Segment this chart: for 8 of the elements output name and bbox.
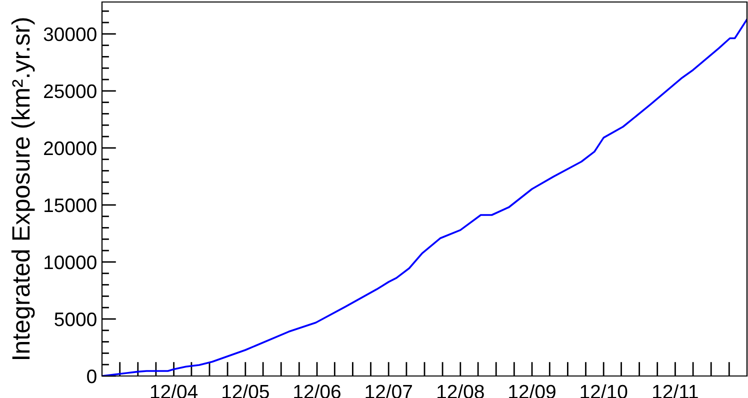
y-tick-label: 30000 [44,27,96,42]
y-tick-label: 10000 [44,255,96,270]
y-tick-label: 5000 [54,312,96,326]
y-tick-label: 25000 [44,84,96,98]
y-axis-title: Integrated Exposure (km².yr.sr) [11,18,35,359]
y-tick-label: 15000 [44,198,96,212]
y-tick-label: 0 [87,369,96,384]
y-tick-label: 20000 [44,141,96,156]
